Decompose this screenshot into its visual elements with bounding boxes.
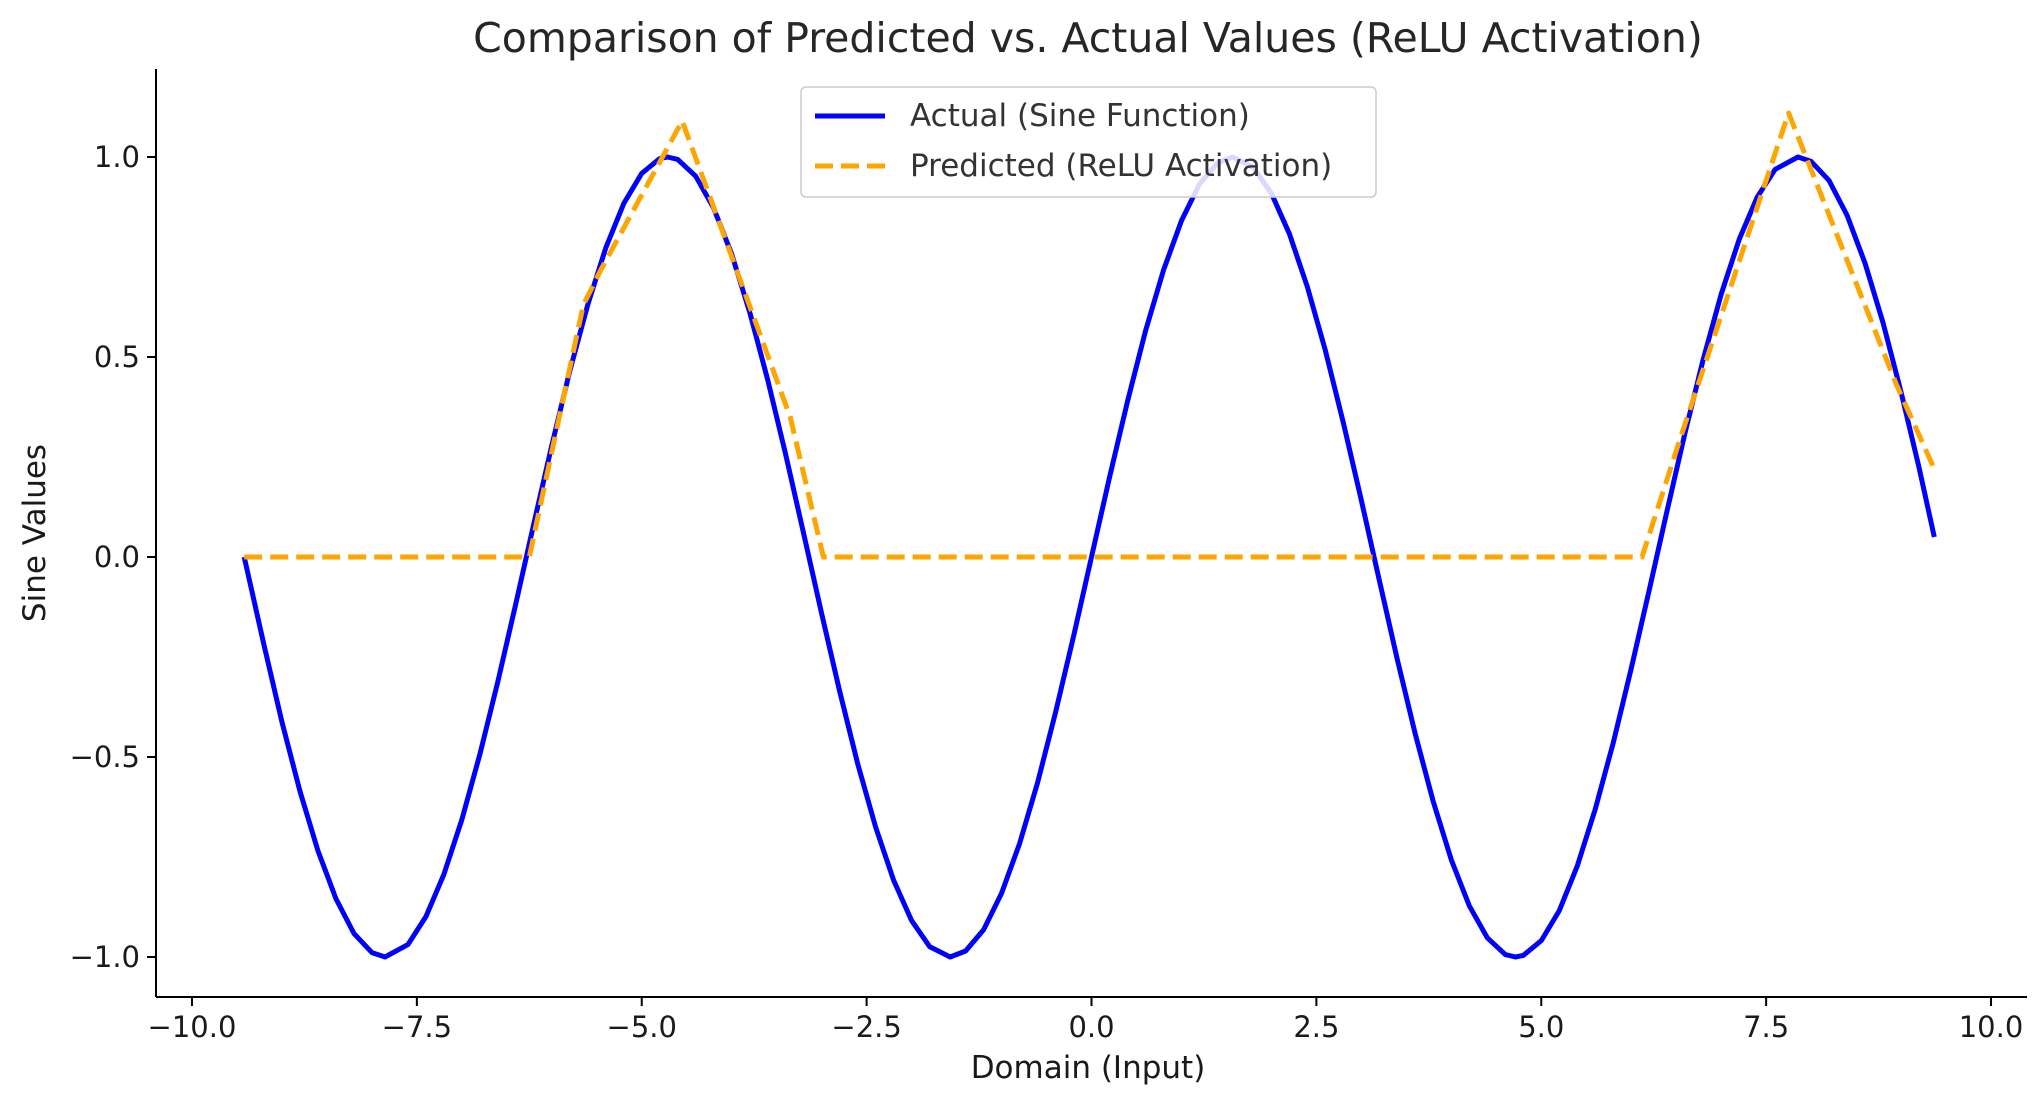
x-tick-label: 7.5 <box>1743 1010 1789 1044</box>
plot-area: −10.0 −7.5 −5.0 −2.5 0.0 2.5 5.0 7.5 10.0 −1.0 −0… <box>70 69 2027 1044</box>
chart-title: Comparison of Predicted vs. Actual Value… <box>473 14 1703 62</box>
y-tick-label: 0.0 <box>94 540 140 574</box>
x-tick-label: −5.0 <box>607 1010 677 1044</box>
y-ticks: −1.0 −0.5 0.0 0.5 1.0 <box>70 140 156 974</box>
x-tick-label: −10.0 <box>148 1010 237 1044</box>
y-tick-label: 0.5 <box>94 340 140 374</box>
x-axis-label: Domain (Input) <box>971 1050 1206 1086</box>
legend-label-predicted: Predicted (ReLU Activation) <box>910 148 1332 184</box>
series-layer <box>241 110 1937 960</box>
legend-frame <box>800 86 1377 198</box>
x-tick-label: 5.0 <box>1518 1010 1564 1044</box>
y-axis-label: Sine Values <box>17 444 53 622</box>
legend: Actual (Sine Function) Predicted (ReLU A… <box>800 86 1377 198</box>
y-tick-label: −0.5 <box>70 740 140 774</box>
series-line-actual <box>241 154 1937 960</box>
x-tick-label: −7.5 <box>382 1010 452 1044</box>
y-tick-label: 1.0 <box>94 140 140 174</box>
y-tick-label: −1.0 <box>70 940 140 974</box>
x-tick-label: 0.0 <box>1068 1010 1114 1044</box>
legend-label-actual: Actual (Sine Function) <box>910 98 1250 134</box>
x-tick-label: 2.5 <box>1293 1010 1339 1044</box>
x-tick-label: −2.5 <box>831 1010 901 1044</box>
x-tick-label: 10.0 <box>1959 1010 2024 1044</box>
series-line-predicted <box>244 110 1937 560</box>
x-ticks: −10.0 −7.5 −5.0 −2.5 0.0 2.5 5.0 7.5 10.0 <box>148 997 2024 1044</box>
